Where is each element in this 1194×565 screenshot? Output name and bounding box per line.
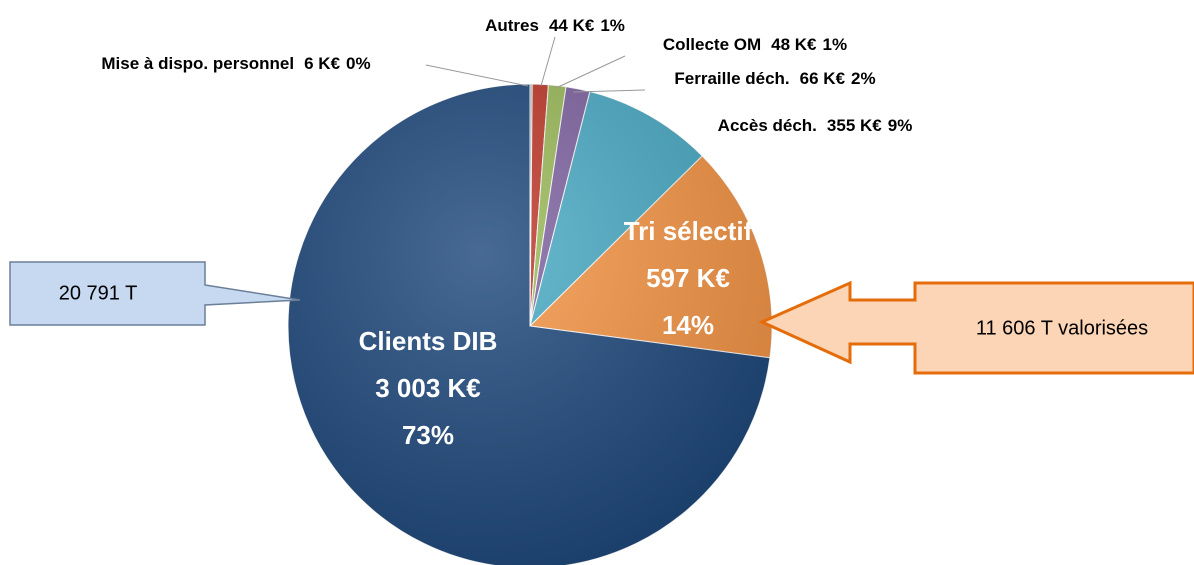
slice-label: 3 003 K€ [375, 373, 481, 403]
callout-left [9, 261, 301, 326]
label-part: 6 K€ [304, 54, 340, 73]
slice-label: Collecte OM 48 K€ 1% [663, 35, 847, 54]
leader-line [572, 89, 646, 93]
slice-label: 73% [402, 420, 454, 450]
label-part: 48 K€ [771, 35, 817, 54]
slice-label: Autres 44 K€ 1% [485, 16, 625, 35]
label-part: 44 K€ [549, 16, 595, 35]
label-part: Mise à dispo. personnel [101, 54, 294, 73]
label-part: Autres [485, 16, 539, 35]
slice-label: Mise à dispo. personnel 6 K€ 0% [101, 54, 370, 73]
label-part: 1% [600, 16, 625, 35]
label-part: 66 K€ [800, 69, 846, 88]
slice-label: Tri sélectif [624, 216, 753, 246]
label-part: 2% [851, 69, 876, 88]
leader-line [540, 36, 556, 87]
slice-label: Clients DIB [359, 326, 498, 356]
leader-line [425, 64, 529, 87]
label-part: 9% [888, 116, 913, 135]
slice-label: Accès déch. 355 K€ 9% [718, 116, 913, 135]
callout-right [758, 280, 1194, 375]
label-part: Ferraille déch. [674, 69, 789, 88]
label-part: Collecte OM [663, 35, 761, 54]
annotation: 20 791 T [59, 282, 138, 304]
annotation: 11 606 T valorisées [976, 317, 1148, 339]
slice-label: 597 K€ [646, 263, 730, 293]
label-part: Accès déch. [718, 116, 817, 135]
slice-label: Ferraille déch. 66 K€ 2% [674, 69, 875, 88]
label-part: 355 K€ [827, 116, 882, 135]
slice-label: 14% [662, 310, 714, 340]
label-part: 1% [823, 35, 848, 54]
label-part: 0% [346, 54, 371, 73]
leader-line [555, 55, 626, 89]
